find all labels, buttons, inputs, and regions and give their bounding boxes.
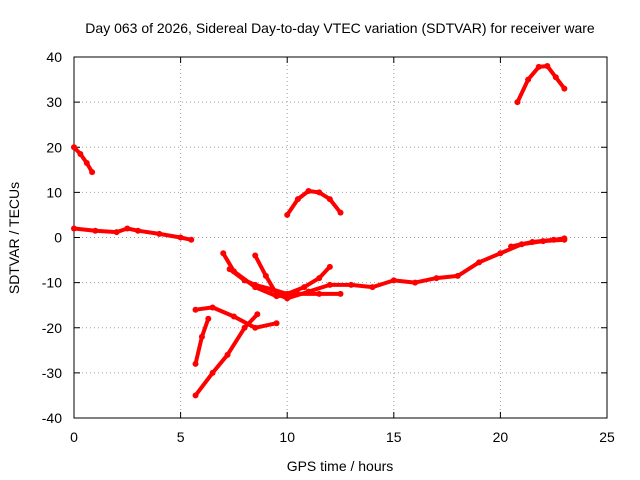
data-point <box>508 243 515 250</box>
data-point <box>220 250 227 257</box>
data-point <box>561 235 568 242</box>
data-point <box>284 295 291 302</box>
series-line-arc-3 <box>285 189 343 217</box>
data-point <box>316 275 323 282</box>
data-point <box>301 284 308 291</box>
x-tick-label: 5 <box>177 429 185 445</box>
data-point <box>205 315 212 322</box>
data-point <box>156 230 163 237</box>
data-point <box>77 151 84 158</box>
y-tick-label: 40 <box>46 49 62 65</box>
data-point <box>252 252 259 259</box>
y-tick-label: -40 <box>42 410 62 426</box>
data-point <box>273 320 280 327</box>
series-line-arc-2 <box>72 226 194 242</box>
data-point <box>284 211 291 218</box>
y-tick-label: 0 <box>54 230 62 246</box>
y-tick-label: 20 <box>46 139 62 155</box>
data-point <box>226 266 233 273</box>
data-point <box>514 99 521 106</box>
data-point <box>552 74 559 81</box>
data-point <box>134 227 141 234</box>
y-axis-label: SDTVAR / TECUs <box>6 182 22 294</box>
series-line-arc-4 <box>515 64 567 105</box>
data-point <box>209 369 216 376</box>
data-point <box>124 225 131 232</box>
data-point <box>326 281 333 288</box>
data-point <box>188 236 195 243</box>
series-line-arc-1 <box>72 145 95 175</box>
data-point <box>525 76 532 83</box>
data-point <box>337 290 344 297</box>
data-point <box>316 290 323 297</box>
tick-labels: 0 5 10 15 20 25 -40 -30 -20 -10 0 10 20 30 40 <box>42 49 615 445</box>
plot-border <box>73 56 608 419</box>
x-tick-label: 10 <box>279 429 295 445</box>
data-point <box>252 281 259 288</box>
series-line-arc-11 <box>509 236 567 249</box>
data-point <box>224 351 231 358</box>
x-tick-label: 15 <box>386 429 402 445</box>
data-point <box>92 227 99 234</box>
y-tick-label: 10 <box>46 184 62 200</box>
y-tick-label: -10 <box>42 275 62 291</box>
x-axis-label: GPS time / hours <box>287 458 394 474</box>
data-point <box>529 239 536 246</box>
data-point <box>254 311 261 318</box>
data-point <box>192 306 199 313</box>
data-point <box>305 288 312 295</box>
axes <box>73 56 608 419</box>
data-point <box>316 189 323 196</box>
data-point <box>412 279 419 286</box>
data-point <box>544 63 551 70</box>
data-point <box>198 333 205 340</box>
data-point <box>326 263 333 270</box>
data-point <box>390 277 397 284</box>
data-point <box>284 290 291 297</box>
data-point <box>241 277 248 284</box>
data-point <box>230 313 237 320</box>
x-tick-label: 0 <box>70 429 78 445</box>
data-point <box>535 63 542 70</box>
data-point <box>348 281 355 288</box>
data-point <box>83 160 90 167</box>
x-tick-label: 20 <box>493 429 509 445</box>
data-point <box>192 360 199 367</box>
y-tick-label: 30 <box>46 94 62 110</box>
data-point <box>369 284 376 291</box>
series-group <box>71 63 568 399</box>
data-point <box>71 225 77 232</box>
data-point <box>241 324 248 331</box>
data-point <box>305 188 312 195</box>
data-point <box>454 272 461 279</box>
x-tick-label: 25 <box>599 429 615 445</box>
data-point <box>433 275 440 282</box>
data-point <box>71 144 77 151</box>
y-tick-label: -20 <box>42 320 62 336</box>
data-point <box>177 234 184 241</box>
data-point <box>476 259 483 266</box>
y-tick-label: -30 <box>42 365 62 381</box>
data-point <box>337 209 344 216</box>
grid <box>74 57 607 418</box>
data-point <box>252 324 259 331</box>
data-point <box>209 304 216 311</box>
data-point <box>497 250 504 257</box>
data-point <box>326 196 333 203</box>
data-point <box>273 290 280 297</box>
data-point <box>89 169 96 176</box>
data-point <box>113 229 120 236</box>
data-point <box>262 272 269 279</box>
data-point <box>561 85 568 92</box>
series-line-arc-5 <box>193 316 211 366</box>
data-point <box>294 196 301 203</box>
chart-title: Day 063 of 2026, Sidereal Day-to-day VTE… <box>85 20 595 36</box>
data-point <box>550 236 557 243</box>
data-point <box>192 392 199 399</box>
